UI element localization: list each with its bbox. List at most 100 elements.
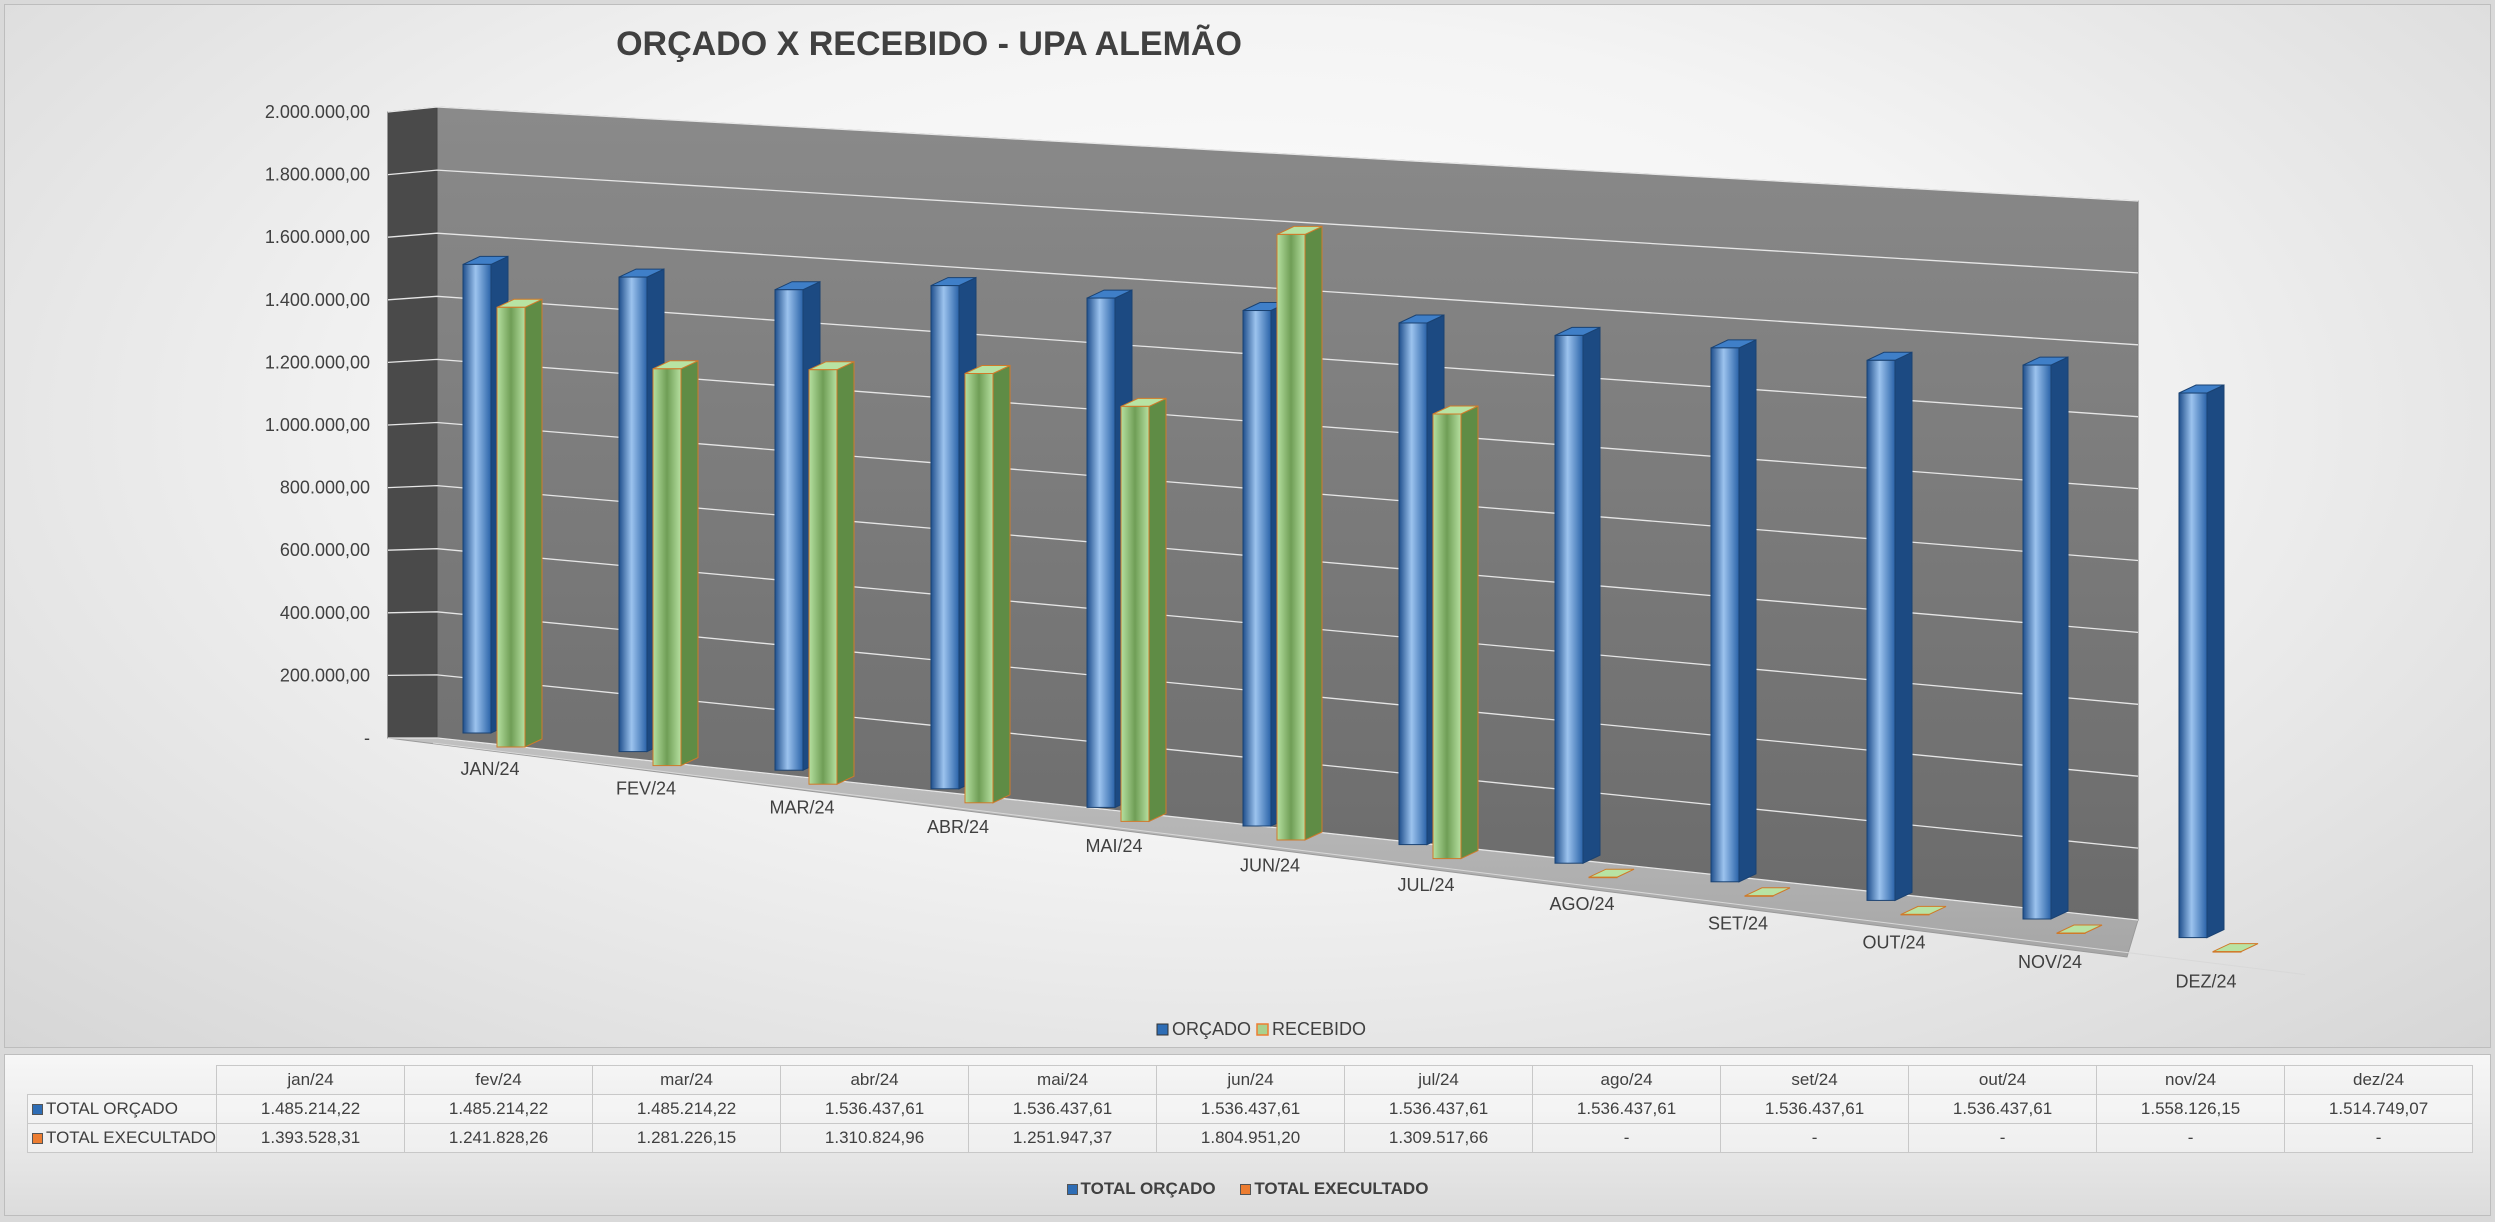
- data-table-corner: [28, 1066, 217, 1095]
- y-tick-label: 1.400.000,00: [265, 290, 370, 310]
- x-tick-label: ABR/24: [927, 817, 989, 837]
- bar-recebido-ago-24: [1588, 876, 1618, 879]
- chart-area: ORÇADO X RECEBIDO - UPA ALEMÃO - 200.000,…: [4, 4, 2491, 1048]
- x-axis-segment: [588, 761, 746, 783]
- bar-orçado-dez-24: [2178, 392, 2208, 939]
- legend-key-icon: [1240, 1184, 1252, 1195]
- table-legend-item-orcado: TOTAL ORÇADO: [1066, 1179, 1216, 1198]
- x-tick-label: JAN/24: [460, 759, 519, 779]
- bar-recebido-nov-24: [2056, 932, 2086, 934]
- table-cell: 1.536.437,61: [1344, 1094, 1534, 1124]
- x-tick-label: OUT/24: [1862, 933, 1925, 953]
- x-axis-segment: [744, 781, 902, 802]
- table-cell: -: [2284, 1123, 2474, 1153]
- chart-legend: ORÇADO RECEBIDO: [1156, 1019, 1366, 1039]
- bars: [462, 225, 2259, 953]
- y-tick-label: 200.000,00: [280, 665, 370, 685]
- x-axis-labels: JAN/24 FEV/24 MAR/24 ABR/24 MAI/24 JUN/24 JUL/…: [432, 742, 2306, 991]
- bar-orçado-mai-24: [1086, 297, 1116, 808]
- bar-recebido-out-24: [1900, 913, 1930, 916]
- bar-orçado-set-24: [1710, 347, 1740, 883]
- bar-recebido-jun-24: [1276, 233, 1306, 841]
- x-tick-label: FEV/24: [616, 778, 676, 798]
- x-tick-label: AGO/24: [1549, 894, 1614, 914]
- bar-side-recebido-abr-24: [992, 364, 1011, 804]
- bar-side-recebido-jun-24: [1304, 225, 1323, 841]
- y-tick-label: 2.000.000,00: [265, 102, 370, 122]
- bar-recebido-fev-24: [652, 368, 682, 767]
- bar-side-recebido-fev-24: [680, 360, 699, 767]
- table-cell: 1.536.437,61: [1908, 1094, 2098, 1124]
- table-cell: 1.485.214,22: [216, 1094, 406, 1124]
- x-tick-label: JUN/24: [1240, 856, 1300, 876]
- col-header: nov/24: [2096, 1065, 2286, 1095]
- bar-side-recebido-mai-24: [1148, 397, 1167, 823]
- x-tick-label: DEZ/24: [2175, 971, 2236, 991]
- table-cell: 1.309.517,66: [1344, 1123, 1534, 1153]
- table-cell: 1.536.437,61: [1720, 1094, 1910, 1124]
- chart-3d-bar: ORÇADO X RECEBIDO - UPA ALEMÃO - 200.000,…: [265, 25, 2306, 1039]
- bar-side-orçado-ago-24: [1582, 326, 1601, 864]
- col-header: abr/24: [780, 1065, 970, 1095]
- legend-label: TOTAL EXECULTADO: [1254, 1179, 1429, 1198]
- x-axis-segment: [2148, 954, 2306, 976]
- table-cell: 1.241.828,26: [404, 1123, 594, 1153]
- x-axis-segment: [1992, 935, 2150, 956]
- table-row-total-orcado: TOTAL ORÇADO 1.485.214,22 1.485.214,22 1…: [26, 1094, 2474, 1124]
- legend-key-recebido: [1256, 1023, 1269, 1036]
- gridline: [387, 106, 2139, 202]
- table-cell: -: [1908, 1123, 2098, 1153]
- table-cell: 1.251.947,37: [968, 1123, 1158, 1153]
- bar-side-orçado-nov-24: [2050, 356, 2069, 920]
- col-header: mar/24: [592, 1065, 782, 1095]
- table-cell: 1.536.437,61: [780, 1094, 970, 1124]
- table-cell: 1.485.214,22: [404, 1094, 594, 1124]
- bar-recebido-set-24: [1744, 895, 1774, 897]
- col-header: jul/24: [1344, 1065, 1534, 1095]
- x-axis-segment: [1680, 896, 1838, 918]
- x-axis-segment: [1056, 819, 1214, 840]
- bar-side-recebido-jan-24: [524, 298, 543, 748]
- gridline: [387, 232, 2139, 346]
- bar-side-orçado-out-24: [1894, 351, 1913, 902]
- row-key-icon: [32, 1133, 43, 1144]
- row-header-total-orcado: TOTAL ORÇADO: [26, 1094, 218, 1124]
- data-table-panel: jan/24 fev/24 mar/24 abr/24 mai/24 jun/2…: [4, 1054, 2491, 1216]
- bar-orçado-jan-24: [462, 263, 492, 734]
- y-axis-ticks: - 200.000,00 400.000,00 600.000,00 800.000,0…: [265, 102, 370, 748]
- y-tick-label: 400.000,00: [280, 603, 370, 623]
- bar-side-orçado-set-24: [1738, 339, 1757, 883]
- data-table-header-row: jan/24 fev/24 mar/24 abr/24 mai/24 jun/2…: [28, 1065, 2474, 1095]
- x-axis-segment: [1836, 916, 1994, 937]
- bar-side-recebido-jul-24: [1460, 405, 1479, 860]
- chart-title: ORÇADO X RECEBIDO - UPA ALEMÃO: [616, 25, 1242, 63]
- bar-orçado-ago-24: [1554, 334, 1584, 864]
- y-tick-label: 600.000,00: [280, 540, 370, 560]
- y-tick-label: -: [364, 728, 370, 748]
- bar-orçado-jul-24: [1398, 322, 1428, 846]
- table-cell: 1.558.126,15: [2096, 1094, 2286, 1124]
- bar-orçado-out-24: [1866, 359, 1896, 901]
- col-header: out/24: [1908, 1065, 2098, 1095]
- table-cell: 1.310.824,96: [780, 1123, 970, 1153]
- bar-recebido-abr-24: [964, 373, 994, 804]
- bar-recebido-jul-24: [1432, 413, 1462, 860]
- bar-orçado-fev-24: [618, 276, 648, 753]
- table-cell: 1.804.951,20: [1156, 1123, 1346, 1153]
- row-key-icon: [32, 1104, 43, 1115]
- legend-label-orcado: ORÇADO: [1172, 1019, 1251, 1039]
- col-header: jan/24: [216, 1065, 406, 1095]
- data-table: jan/24 fev/24 mar/24 abr/24 mai/24 jun/2…: [26, 1065, 2474, 1153]
- table-legend-item-executado: TOTAL EXECULTADO: [1240, 1179, 1428, 1198]
- x-tick-label: MAR/24: [769, 798, 834, 818]
- table-cell: -: [1720, 1123, 1910, 1153]
- legend-key-orcado: [1156, 1023, 1169, 1036]
- x-tick-label: SET/24: [1708, 913, 1768, 933]
- bar-recebido-mai-24: [1120, 405, 1150, 822]
- x-axis-segment: [1524, 877, 1682, 898]
- y-tick-label: 1.000.000,00: [265, 415, 370, 435]
- bar-recebido-jan-24: [496, 306, 526, 748]
- bar-orçado-nov-24: [2022, 364, 2052, 920]
- bar-orçado-abr-24: [930, 285, 960, 790]
- table-cell: 1.536.437,61: [968, 1094, 1158, 1124]
